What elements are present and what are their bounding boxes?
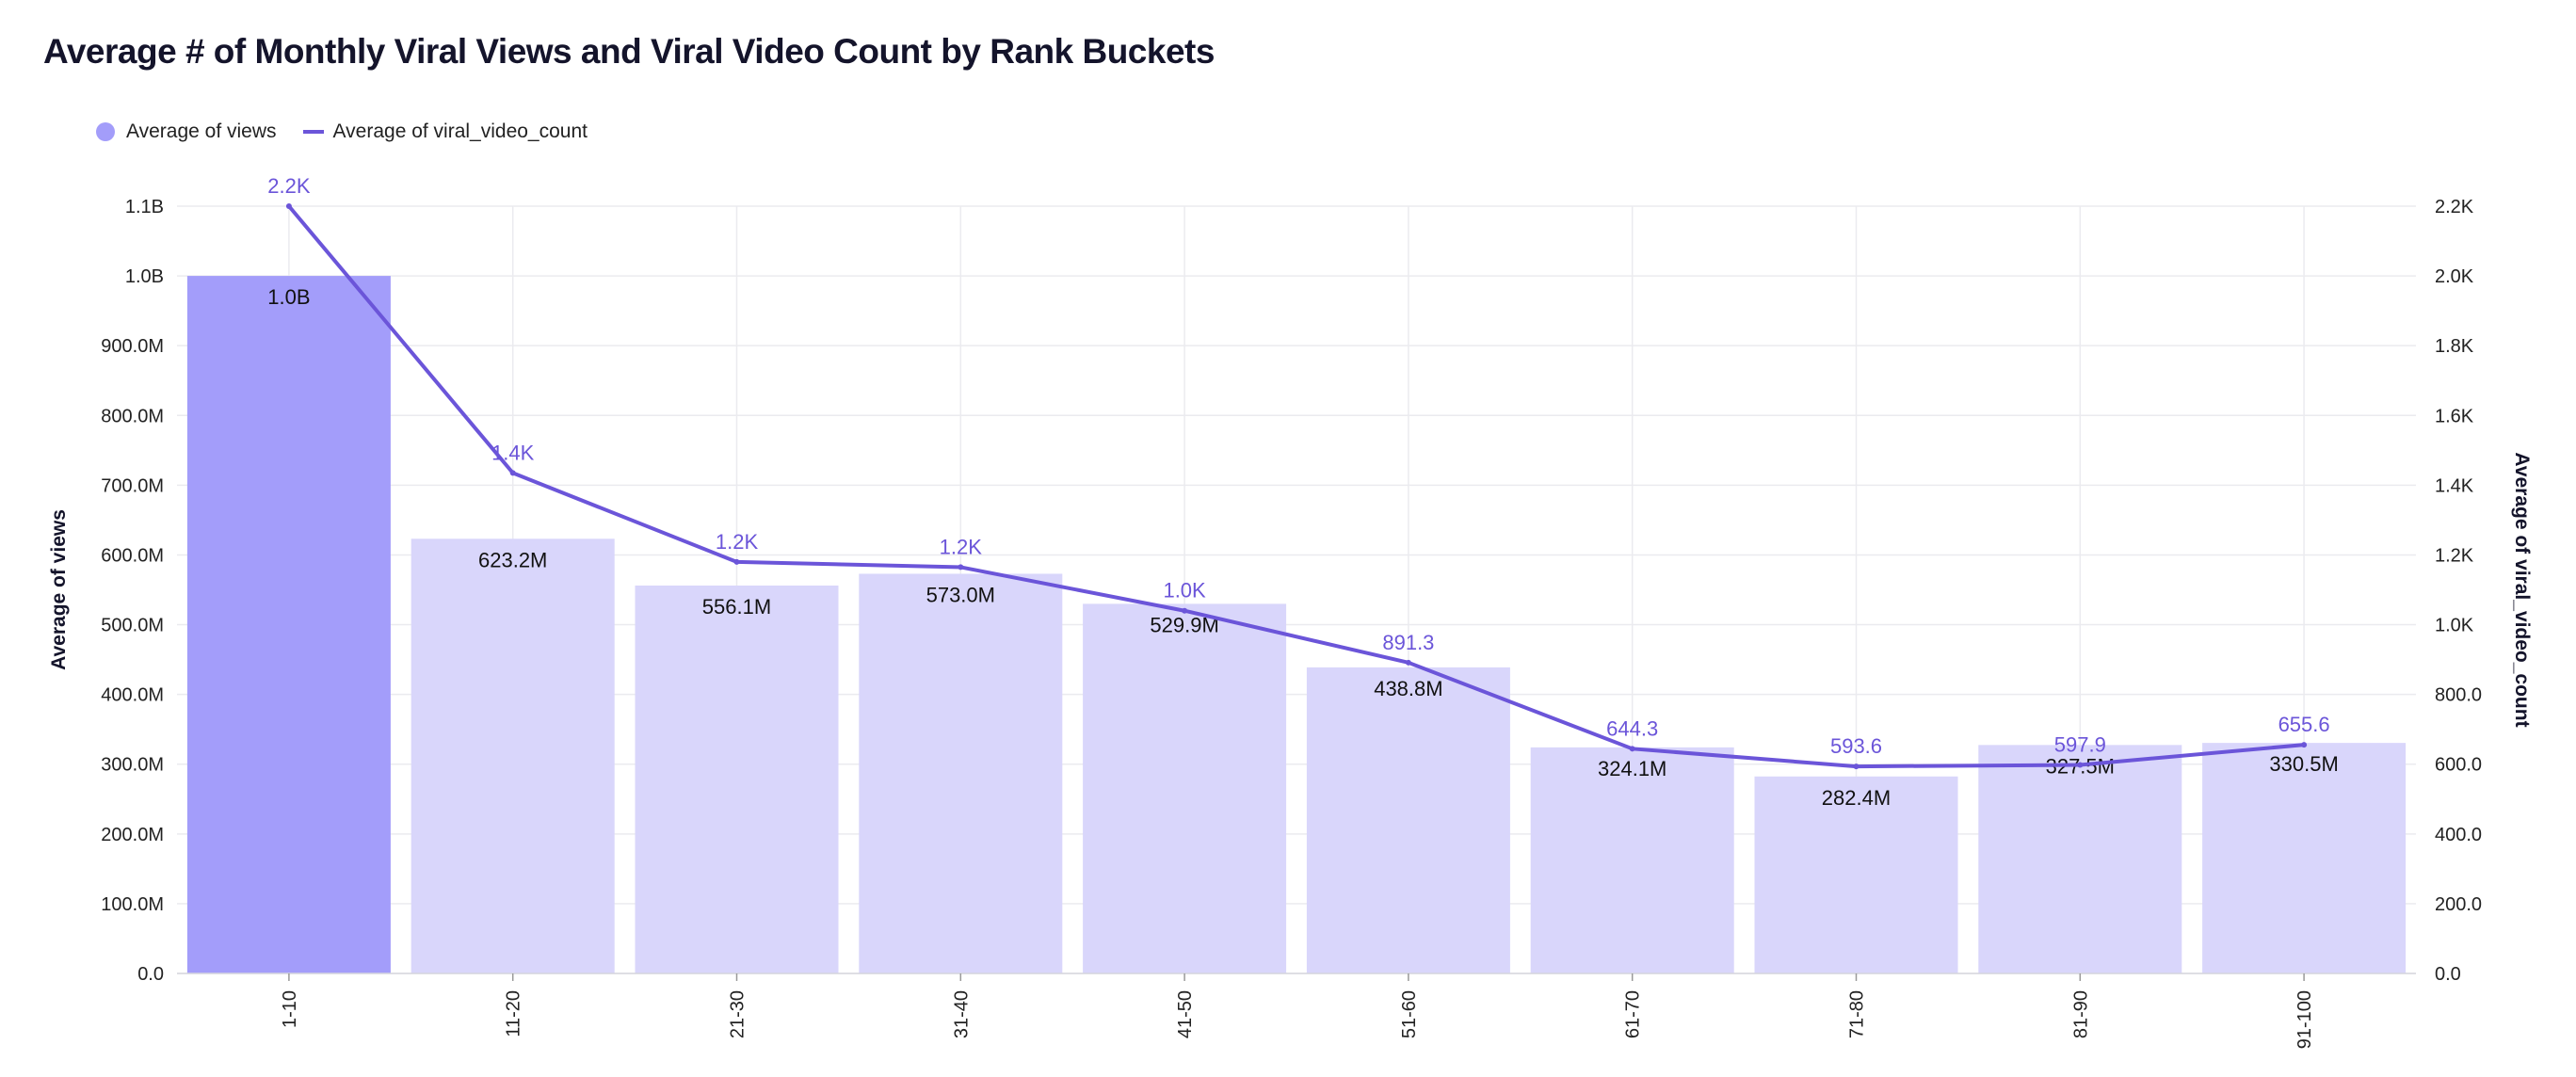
y-axis-tick-label: 1.0B [125,266,164,287]
line-point[interactable] [958,564,964,571]
legend-item-views[interactable]: Average of views [96,121,277,143]
y2-axis-tick-label: 0.0 [2435,964,2461,985]
line-data-label: 1.2K [716,530,759,554]
bar[interactable] [2202,743,2407,973]
line-data-label: 2.2K [267,174,311,198]
bar-data-label: 623.2M [478,548,547,571]
bar[interactable] [635,585,839,973]
line-point[interactable] [1853,764,1860,770]
line-data-label: 593.6 [1830,734,1882,758]
y-axis-tick-label: 800.0M [101,406,164,426]
line-data-label: 597.9 [2054,733,2106,757]
y2-axis-tick-label: 1.6K [2435,406,2474,426]
bar[interactable] [411,538,615,973]
y-axis-tick-label: 0.0 [137,964,164,985]
bar-data-label: 556.1M [702,595,771,619]
y2-axis-tick-label: 600.0 [2435,755,2482,776]
bar[interactable] [1306,667,1510,973]
bar-data-label: 330.5M [2269,752,2338,776]
line-data-label: 891.3 [1382,631,1434,654]
line-point[interactable] [509,470,516,476]
bar-data-label: 1.0B [267,285,310,309]
y2-axis-tick-label: 2.0K [2435,266,2474,287]
y-axis-title: Average of views [48,509,70,670]
bar[interactable] [1978,745,2182,973]
bar-data-label: 282.4M [1822,786,1891,810]
bar[interactable] [1530,747,1734,973]
line-point[interactable] [2301,742,2308,748]
y-axis-tick-label: 500.0M [101,616,164,636]
line-point[interactable] [1182,607,1188,614]
y-axis-tick-label: 200.0M [101,825,164,845]
x-axis-tick-label: 51-60 [1399,990,1420,1038]
y2-axis-tick-label: 800.0 [2435,685,2482,706]
line-point[interactable] [1405,659,1411,666]
bar[interactable] [186,276,391,973]
x-axis-tick-label: 91-100 [2294,990,2315,1049]
line-point[interactable] [285,203,292,209]
line-point[interactable] [1629,746,1635,752]
line-series [287,204,2305,769]
bar[interactable] [1754,776,1958,973]
y-axis-tick-label: 400.0M [101,685,164,706]
x-axis-tick-label: 31-40 [951,990,972,1038]
line-point[interactable] [733,558,740,565]
y-axis-tick-label: 900.0M [101,336,164,357]
chart-title: Average # of Monthly Viral Views and Vir… [43,32,1215,71]
bar-data-label: 324.1M [1598,757,1666,780]
y-axis-tick-label: 100.0M [101,894,164,915]
x-axis-tick-label: 21-30 [728,990,749,1038]
bar-data-label: 573.0M [926,583,995,606]
y2-axis-tick-label: 1.4K [2435,475,2474,496]
y2-axis-title: Average of viral_video_count [2511,452,2533,727]
line-data-label: 1.2K [940,535,983,558]
legend-label-viral-video-count: Average of viral_video_count [332,121,588,142]
line-data-label: 644.3 [1606,716,1658,740]
line-data-label: 655.6 [2278,713,2330,736]
legend-item-viral-video-count[interactable]: Average of viral_video_count [302,121,588,143]
y2-axis-tick-label: 1.2K [2435,545,2474,566]
x-axis-tick-label: 71-80 [1847,990,1868,1038]
line-point[interactable] [2077,762,2084,768]
y2-axis-tick-label: 2.2K [2435,197,2474,217]
y-axis-tick-label: 300.0M [101,755,164,776]
x-axis-tick-label: 11-20 [504,990,524,1037]
bar[interactable] [859,573,1063,973]
line-data-label: 1.0K [1163,579,1206,603]
chart-legend: Average of views Average of viral_video_… [96,121,614,143]
y-axis-tick-label: 600.0M [101,545,164,566]
legend-swatch-line [302,130,324,134]
bar[interactable] [1083,603,1287,973]
y2-axis-tick-label: 200.0 [2435,894,2482,915]
x-axis-tick-label: 61-70 [1623,990,1644,1038]
y-axis-tick-label: 1.1B [125,197,164,217]
line-data-label: 1.4K [491,441,535,464]
x-axis-tick-label: 81-90 [2070,990,2091,1038]
y2-axis-tick-label: 1.0K [2435,616,2474,636]
x-axis-tick-label: 41-50 [1175,990,1196,1038]
y2-axis-tick-label: 1.8K [2435,336,2474,357]
legend-swatch-bar [96,122,115,141]
y2-axis-tick-label: 400.0 [2435,825,2482,845]
bar-data-label: 438.8M [1374,677,1442,700]
x-axis-tick-label: 1-10 [280,990,300,1028]
y-axis-tick-label: 700.0M [101,475,164,496]
legend-label-views: Average of views [126,121,277,142]
